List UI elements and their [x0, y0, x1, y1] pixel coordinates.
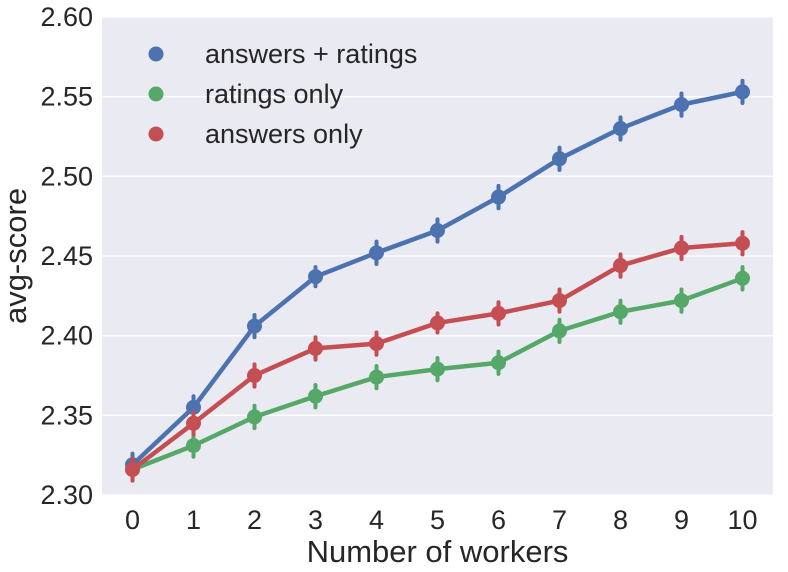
data-point — [552, 151, 567, 167]
data-point — [674, 97, 689, 113]
legend: answers + ratings ratings only answers onl… — [148, 39, 417, 149]
legend-label: answers + ratings — [205, 39, 417, 69]
data-point — [369, 369, 384, 385]
y-tick-label: 2.30 — [40, 480, 93, 510]
y-axis-ticks: 2.30 2.35 2.40 2.45 2.50 2.55 2.60 — [40, 2, 93, 510]
data-point — [247, 409, 262, 425]
data-point — [308, 340, 323, 356]
x-tick-label: 3 — [308, 505, 323, 535]
data-point — [735, 84, 750, 100]
x-tick-label: 8 — [613, 505, 628, 535]
data-point — [369, 245, 384, 261]
x-tick-label: 7 — [552, 505, 567, 535]
data-point — [186, 415, 201, 431]
data-point — [491, 355, 506, 371]
data-point — [674, 240, 689, 256]
x-tick-label: 10 — [727, 505, 757, 535]
data-point — [186, 399, 201, 415]
data-point — [125, 462, 140, 478]
x-tick-label: 0 — [125, 505, 140, 535]
series — [125, 265, 750, 483]
data-point — [552, 293, 567, 309]
data-point — [613, 121, 628, 137]
data-point — [735, 270, 750, 286]
data-point — [186, 438, 201, 454]
data-point — [735, 235, 750, 251]
y-tick-label: 2.60 — [40, 2, 93, 32]
data-point — [430, 361, 445, 377]
data-point — [613, 304, 628, 320]
x-tick-label: 2 — [247, 505, 262, 535]
y-tick-label: 2.35 — [40, 400, 93, 430]
series — [125, 230, 750, 483]
y-axis-title: avg-score — [0, 188, 33, 324]
data-point — [491, 189, 506, 205]
data-point — [247, 318, 262, 334]
data-point — [308, 269, 323, 285]
x-tick-label: 6 — [491, 505, 506, 535]
data-point — [674, 293, 689, 309]
x-tick-label: 9 — [674, 505, 689, 535]
data-point — [430, 223, 445, 239]
x-tick-label: 4 — [369, 505, 384, 535]
x-axis-ticks: 0 1 2 3 4 5 6 7 8 9 10 — [125, 505, 758, 535]
data-point — [308, 388, 323, 404]
data-point — [247, 368, 262, 383]
legend-marker — [148, 46, 164, 62]
legend-marker — [148, 86, 164, 102]
x-tick-label: 5 — [430, 505, 445, 535]
series-layer — [125, 78, 750, 483]
data-point — [613, 258, 628, 274]
x-axis-title: Number of workers — [307, 534, 569, 569]
grid-lines — [102, 16, 773, 496]
data-point — [369, 336, 384, 352]
data-point — [552, 323, 567, 339]
legend-label: answers only — [205, 119, 363, 149]
legend-label: ratings only — [205, 79, 344, 109]
legend-marker — [148, 126, 164, 142]
x-tick-label: 1 — [186, 505, 201, 535]
data-point — [491, 305, 506, 321]
y-tick-label: 2.40 — [40, 321, 93, 351]
y-tick-label: 2.45 — [40, 241, 93, 271]
y-tick-label: 2.50 — [40, 161, 93, 191]
y-tick-label: 2.55 — [40, 82, 93, 112]
data-point — [430, 315, 445, 331]
